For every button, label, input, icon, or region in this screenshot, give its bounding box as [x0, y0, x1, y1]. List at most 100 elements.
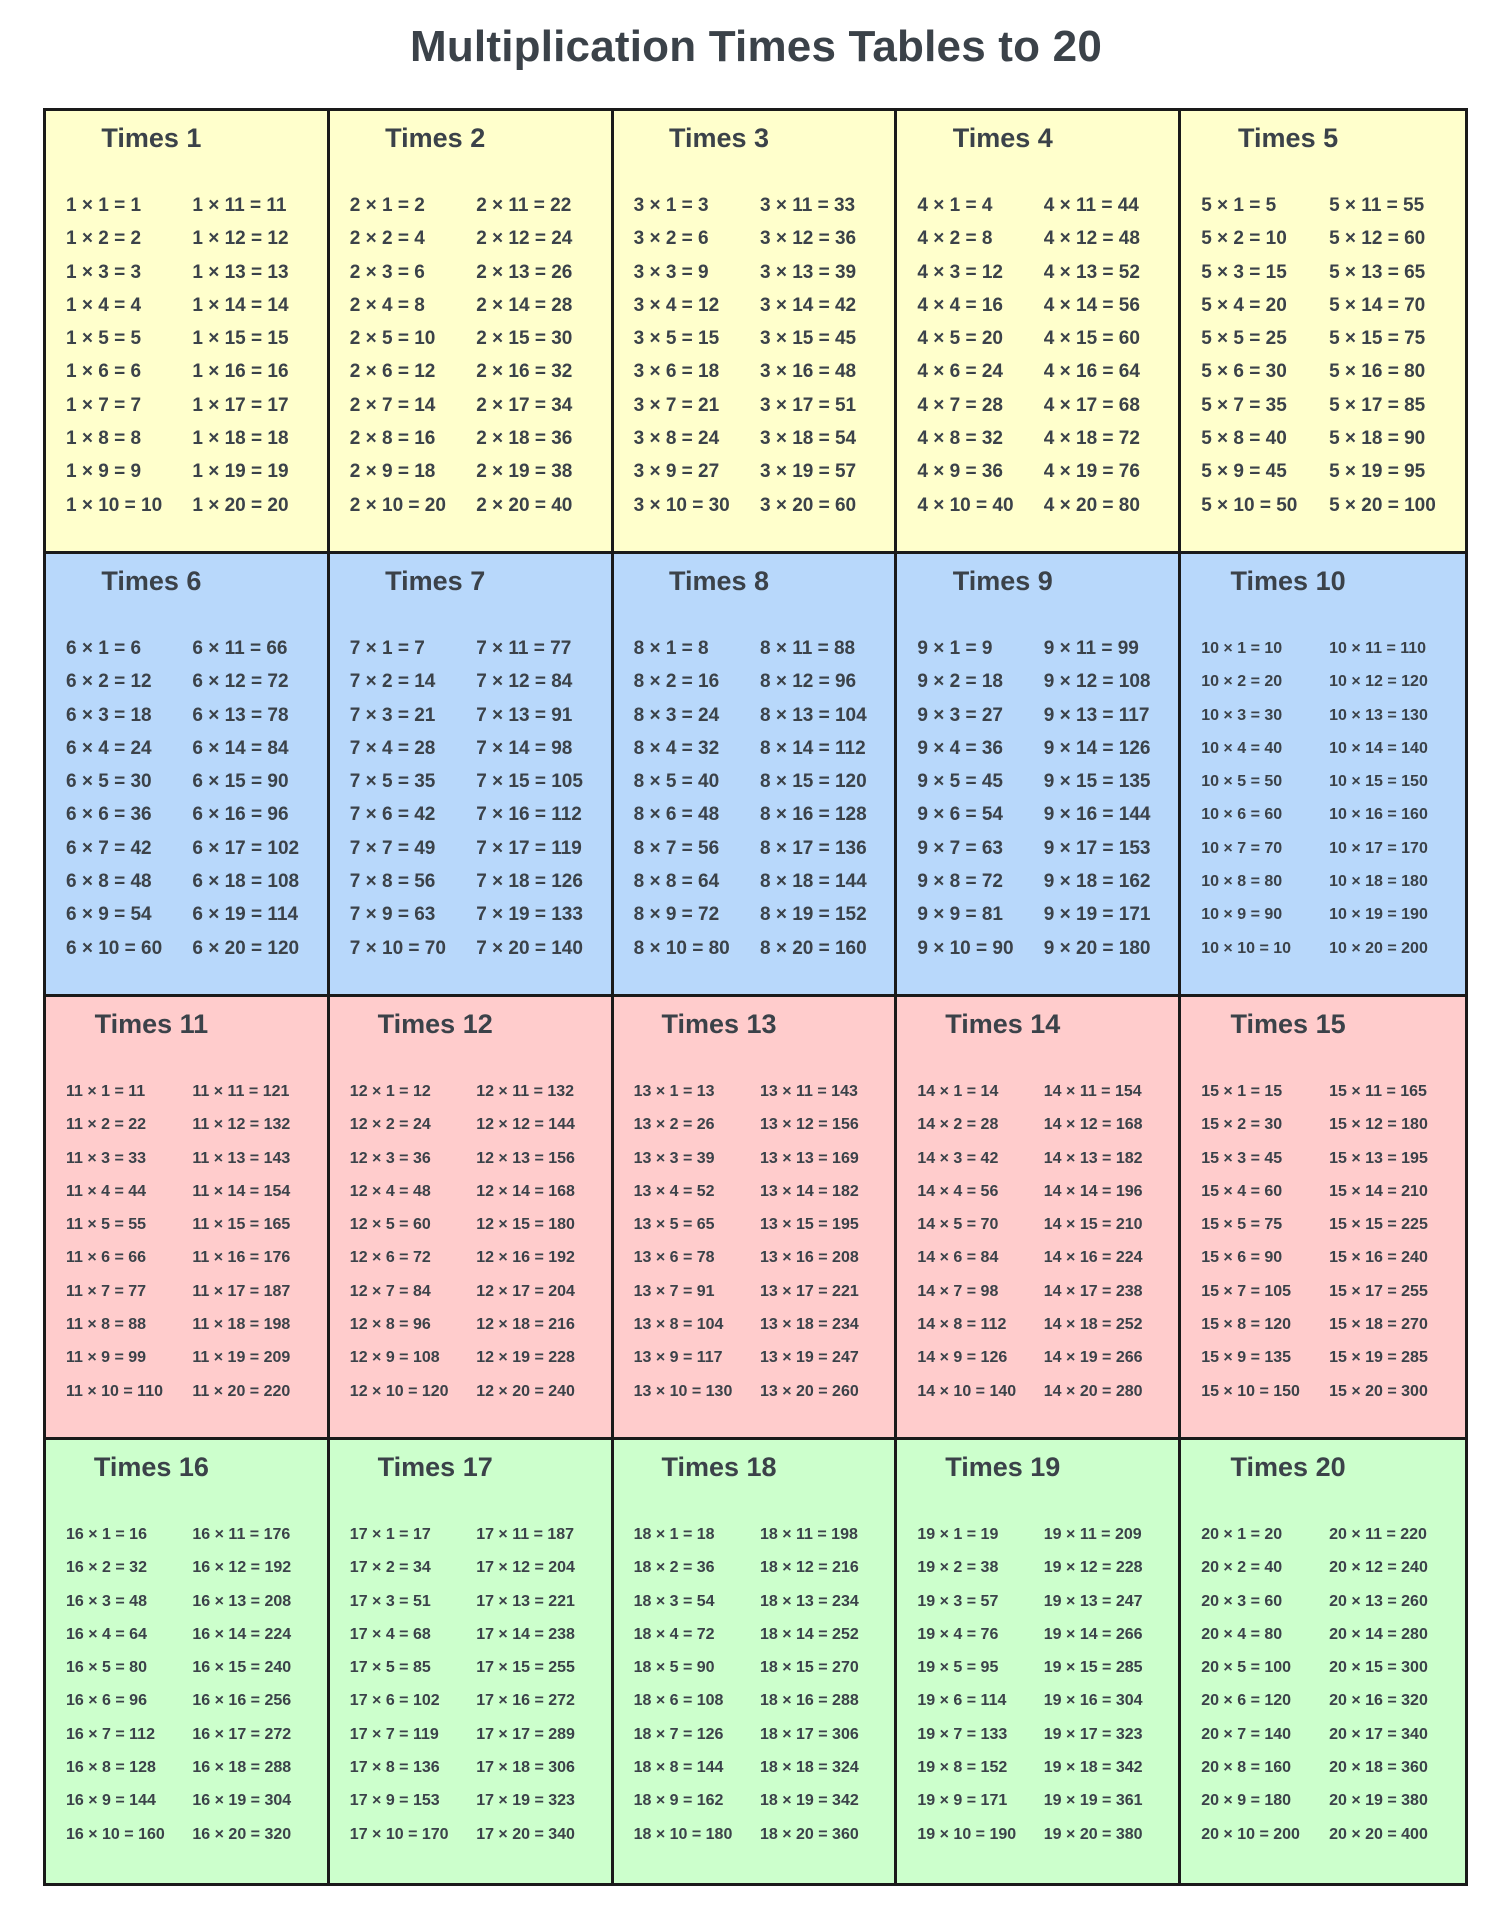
equation-column-left: 10 × 1 = 10 10 × 2 = 20 10 × 3 = 30 10 × 4 …: [1201, 632, 1329, 965]
equation: 2 × 9 = 18: [349, 461, 436, 483]
equation: 7 × 11 = 77: [476, 638, 572, 659]
equation-column-right: 13 × 11 = 143 13 × 12 = 156 13 × 13 = 169 1…: [760, 1075, 886, 1408]
equation: 6 × 3 = 18: [66, 704, 152, 726]
equation: 18 × 4 = 72: [633, 1625, 715, 1643]
table-title: Times 15: [1230, 1009, 1346, 1039]
equation: 4 × 8 = 32: [917, 428, 1003, 450]
equation: 4 × 14 = 56: [1043, 294, 1140, 316]
equation: 13 × 19 = 247: [759, 1349, 859, 1367]
equation: 20 × 12 = 240: [1329, 1559, 1428, 1577]
equation: 12 × 18 = 216: [476, 1316, 575, 1334]
equation: 6 × 17 = 102: [192, 837, 300, 859]
equation: 10 × 18 = 180: [1329, 873, 1428, 891]
equation: 14 × 12 = 168: [1043, 1116, 1143, 1134]
equation: 17 × 4 = 68: [349, 1625, 431, 1643]
equation-column-left: 20 × 1 = 20 20 × 2 = 40 20 × 3 = 60 20 × 4 …: [1201, 1518, 1329, 1851]
equation: 18 × 19 = 342: [759, 1792, 859, 1810]
equation: 19 × 8 = 152: [917, 1759, 1008, 1777]
equation-column-right: 6 × 11 = 66 6 × 12 = 72 6 × 13 = 78 6 × 14 …: [192, 632, 318, 965]
equation: 8 × 20 = 160: [759, 937, 867, 959]
equation: 3 × 9 = 27: [633, 461, 720, 483]
table-title: Times 5: [1238, 123, 1339, 153]
equation: 4 × 1 = 4: [917, 195, 993, 216]
equation: 12 × 8 = 96: [349, 1316, 431, 1334]
equation: 10 × 2 = 20: [1201, 673, 1283, 691]
equation-column-left: 15 × 1 = 15 15 × 2 = 30 15 × 3 = 45 15 × 4 …: [1201, 1075, 1329, 1408]
times-tables-grid: Times 1 1 × 1 = 1 1 × 2 = 2 1 × 3 = 3 1 × 4 …: [43, 108, 1468, 1886]
equation: 2 × 15 = 30: [476, 328, 573, 350]
equation: 11 × 6 = 66: [66, 1249, 147, 1267]
equation: 15 × 15 = 225: [1329, 1216, 1428, 1234]
equation: 19 × 1 = 19: [917, 1526, 999, 1543]
equation: 12 × 15 = 180: [476, 1216, 575, 1234]
table-title: Times 10: [1230, 566, 1346, 596]
equation: 17 × 8 = 136: [349, 1759, 440, 1777]
table-columns: 9 × 1 = 9 9 × 2 = 18 9 × 3 = 27 9 × 4 = 36 9…: [917, 632, 1170, 965]
equation: 17 × 1 = 17: [349, 1526, 431, 1543]
equation: 16 × 12 = 192: [192, 1559, 292, 1577]
equation: 3 × 19 = 57: [759, 461, 857, 483]
equation: 18 × 13 = 234: [759, 1592, 859, 1610]
equation: 10 × 13 = 130: [1329, 706, 1428, 724]
table-card-times-10: Times 10 10 × 1 = 10 10 × 2 = 20 10 × 3 = 3…: [1181, 554, 1465, 997]
equation: 7 × 13 = 91: [476, 704, 573, 726]
page-title: Multiplication Times Tables to 20: [410, 22, 1102, 71]
equation: 2 × 20 = 40: [476, 494, 573, 516]
equation: 12 × 6 = 72: [349, 1249, 431, 1267]
equation: 1 × 16 = 16: [192, 361, 289, 383]
equation: 18 × 6 = 108: [633, 1692, 724, 1710]
equation-column-right: 5 × 11 = 55 5 × 12 = 60 5 × 13 = 65 5 × 14 …: [1329, 189, 1457, 522]
equation: 17 × 5 = 85: [349, 1659, 431, 1677]
equation: 19 × 16 = 304: [1043, 1692, 1143, 1710]
equation: 4 × 5 = 20: [917, 328, 1003, 350]
equation: 9 × 17 = 153: [1043, 837, 1151, 859]
equation: 13 × 6 = 78: [633, 1249, 715, 1267]
equation: 9 × 2 = 18: [917, 671, 1003, 693]
equation-column-left: 7 × 1 = 7 7 × 2 = 14 7 × 3 = 21 7 × 4 = 28 7…: [350, 632, 476, 965]
table-columns: 3 × 1 = 3 3 × 2 = 6 3 × 3 = 9 3 × 4 = 12 3 ×…: [634, 189, 887, 522]
equation: 13 × 5 = 65: [633, 1216, 715, 1234]
equation: 11 × 13 = 143: [192, 1149, 291, 1167]
equation: 11 × 1 = 11: [66, 1083, 146, 1100]
equation: 15 × 4 = 60: [1201, 1182, 1283, 1200]
equation: 7 × 4 = 28: [349, 737, 436, 759]
equation: 5 × 1 = 5: [1201, 195, 1277, 216]
equation: 3 × 20 = 60: [759, 494, 857, 516]
equation: 4 × 6 = 24: [917, 361, 1003, 383]
equation: 16 × 2 = 32: [66, 1559, 147, 1577]
equation: 6 × 15 = 90: [192, 771, 289, 793]
equation: 15 × 11 = 165: [1329, 1083, 1427, 1100]
equation: 5 × 6 = 30: [1201, 361, 1287, 383]
equation: 4 × 18 = 72: [1043, 428, 1140, 450]
equation: 2 × 17 = 34: [476, 394, 573, 416]
equation: 14 × 6 = 84: [917, 1249, 999, 1267]
equation-column-left: 4 × 1 = 4 4 × 2 = 8 4 × 3 = 12 4 × 4 = 16 4 …: [917, 189, 1043, 522]
equation: 16 × 13 = 208: [192, 1592, 292, 1610]
equation: 6 × 13 = 78: [192, 704, 289, 726]
equation: 20 × 9 = 180: [1201, 1792, 1292, 1810]
equation-column-right: 12 × 11 = 132 12 × 12 = 144 12 × 13 = 156 1…: [476, 1075, 602, 1408]
equation: 2 × 11 = 22: [476, 195, 572, 216]
equation: 9 × 15 = 135: [1043, 771, 1151, 793]
equation: 11 × 2 = 22: [66, 1116, 147, 1134]
equation: 9 × 11 = 99: [1043, 638, 1139, 659]
equation-column-left: 2 × 1 = 2 2 × 2 = 4 2 × 3 = 6 2 × 4 = 8 2 × …: [350, 189, 476, 522]
equation: 18 × 16 = 288: [759, 1692, 859, 1710]
equation: 15 × 2 = 30: [1201, 1116, 1283, 1134]
equation: 19 × 3 = 57: [917, 1592, 999, 1610]
equation: 7 × 10 = 70: [349, 937, 446, 959]
table-title: Times 12: [377, 1009, 493, 1039]
equation: 9 × 10 = 90: [917, 937, 1014, 959]
equation: 9 × 8 = 72: [917, 871, 1003, 893]
equation: 6 × 10 = 60: [66, 937, 163, 959]
equation: 11 × 12 = 132: [192, 1116, 291, 1134]
equation: 2 × 13 = 26: [476, 261, 573, 283]
equation: 16 × 9 = 144: [66, 1792, 156, 1810]
equation: 1 × 12 = 12: [192, 228, 289, 250]
equation: 16 × 1 = 16: [66, 1526, 147, 1543]
equation: 2 × 3 = 6: [349, 261, 425, 283]
equation: 16 × 5 = 80: [66, 1659, 147, 1677]
equation: 12 × 9 = 108: [349, 1349, 440, 1367]
table-card-times-2: Times 2 2 × 1 = 2 2 × 2 = 4 2 × 3 = 6 2 × 4 …: [329, 111, 614, 554]
